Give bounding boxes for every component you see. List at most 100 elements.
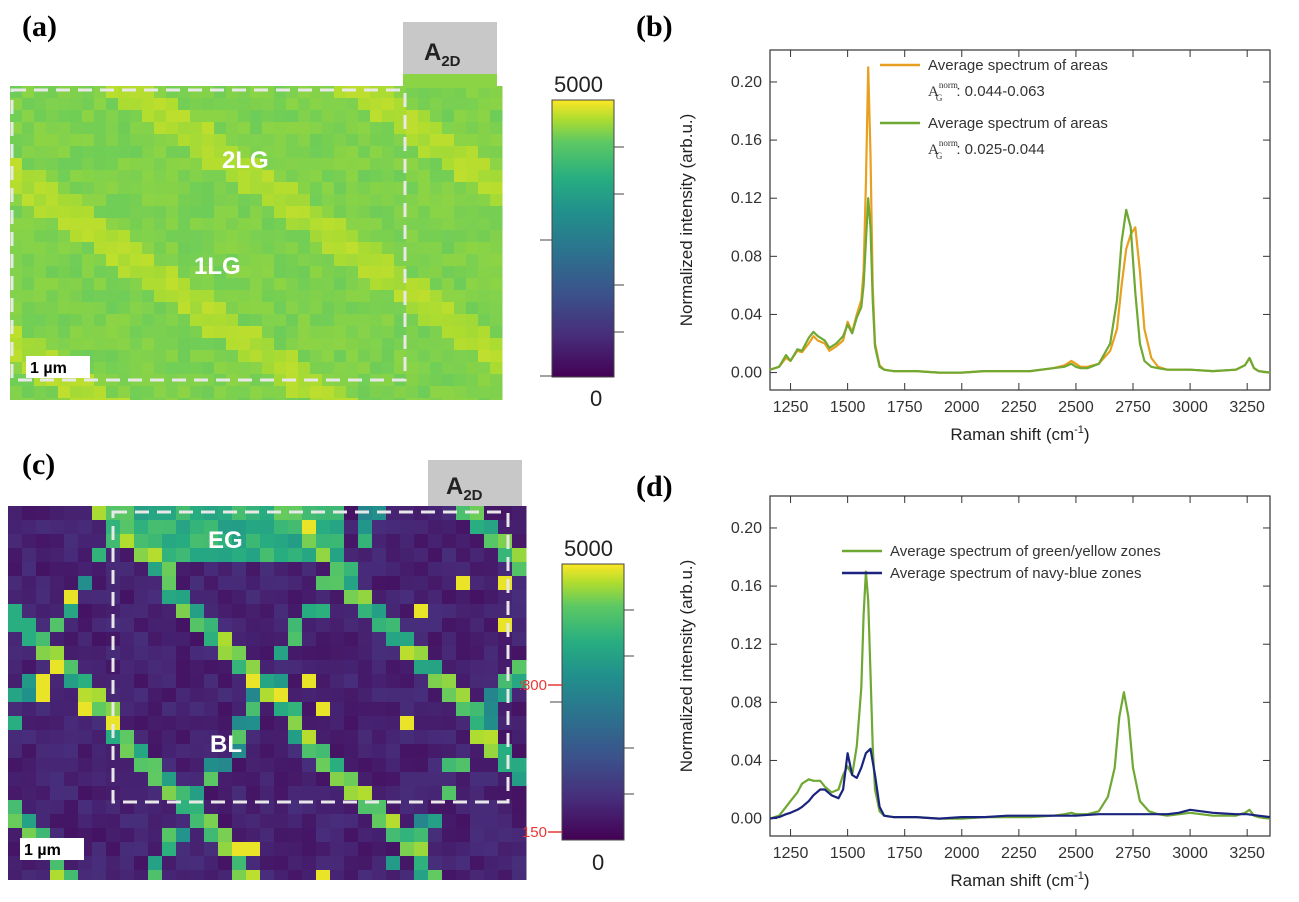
map-pixel <box>358 146 371 159</box>
map-pixel <box>148 856 163 871</box>
map-pixel <box>298 134 311 147</box>
map-pixel <box>344 814 359 829</box>
map-pixel <box>178 386 191 399</box>
map-pixel <box>22 194 35 207</box>
map-pixel <box>218 702 233 717</box>
map-pixel <box>406 134 419 147</box>
map-pixel <box>46 194 59 207</box>
map-pixel <box>418 314 431 327</box>
map-pixel <box>406 386 419 399</box>
map-pixel <box>202 206 215 219</box>
map-pixel <box>370 254 383 267</box>
map-pixel <box>178 314 191 327</box>
map-pixel <box>478 398 491 400</box>
map-pixel <box>82 110 95 123</box>
map-pixel <box>274 590 289 605</box>
map-pixel <box>316 758 331 773</box>
map-pixel <box>302 590 317 605</box>
map-pixel <box>226 230 239 243</box>
map-pixel <box>154 170 167 183</box>
map-pixel <box>190 362 203 375</box>
map-pixel <box>442 266 455 279</box>
map-pixel <box>106 110 119 123</box>
map-pixel <box>82 290 95 303</box>
map-pixel <box>22 758 37 773</box>
map-pixel <box>22 254 35 267</box>
map-pixel <box>58 98 71 111</box>
map-pixel <box>82 314 95 327</box>
map-pixel <box>406 110 419 123</box>
map-pixel <box>36 786 51 801</box>
map-pixel <box>50 786 65 801</box>
map-pixel <box>456 744 471 759</box>
map-pixel <box>92 800 107 815</box>
map-pixel <box>148 758 163 773</box>
map-pixel <box>310 134 323 147</box>
map-pixel <box>358 302 371 315</box>
map-pixel <box>418 338 431 351</box>
map-pixel <box>120 506 135 521</box>
map-pixel <box>36 576 51 591</box>
map-pixel <box>8 618 23 633</box>
map-pixel <box>70 278 83 291</box>
map-pixel <box>370 338 383 351</box>
map-pixel <box>470 730 485 745</box>
map-pixel <box>22 134 35 147</box>
map-pixel <box>310 182 323 195</box>
map-pixel <box>310 86 323 99</box>
map-pixel <box>394 278 407 291</box>
map-pixel <box>148 562 163 577</box>
map-pixel <box>250 398 263 400</box>
map-pixel <box>260 702 275 717</box>
map-pixel <box>414 842 429 857</box>
map-pixel <box>386 828 401 843</box>
map-pixel <box>166 170 179 183</box>
map-pixel <box>246 786 261 801</box>
map-pixel <box>386 744 401 759</box>
map-pixel <box>50 646 65 661</box>
map-pixel <box>288 828 303 843</box>
map-pixel <box>142 206 155 219</box>
map-pixel <box>334 98 347 111</box>
map-pixel <box>386 674 401 689</box>
map-pixel <box>178 242 191 255</box>
map-pixel <box>512 604 527 619</box>
map-pixel <box>414 646 429 661</box>
map-pixel <box>8 702 23 717</box>
map-pixel <box>498 828 513 843</box>
map-pixel <box>490 206 503 219</box>
map-pixel <box>456 730 471 745</box>
map-pixel <box>470 590 485 605</box>
map-pixel <box>232 520 247 535</box>
map-pixel <box>92 688 107 703</box>
map-pixel <box>478 134 491 147</box>
map-pixel <box>94 86 107 99</box>
map-pixel <box>310 206 323 219</box>
map-pixel <box>82 338 95 351</box>
map-pixel <box>64 702 79 717</box>
map-pixel <box>414 800 429 815</box>
map-pixel <box>46 266 59 279</box>
map-pixel <box>142 122 155 135</box>
map-pixel <box>386 506 401 521</box>
map-pixel <box>246 828 261 843</box>
map-pixel <box>58 386 71 399</box>
map-pixel <box>34 158 47 171</box>
map-pixel <box>130 242 143 255</box>
map-pixel <box>418 206 431 219</box>
map-pixel <box>490 182 503 195</box>
map-pixel <box>78 786 93 801</box>
map-pixel <box>204 688 219 703</box>
map-pixel <box>94 350 107 363</box>
map-pixel <box>372 632 387 647</box>
map-pixel <box>454 146 467 159</box>
map-pixel <box>334 326 347 339</box>
map-pixel <box>394 98 407 111</box>
map-pixel <box>142 302 155 315</box>
map-pixel <box>214 182 227 195</box>
map-pixel <box>204 828 219 843</box>
map-pixel <box>490 86 503 99</box>
map-pixel <box>442 182 455 195</box>
plot-d-ytick-label: 0.00 <box>731 811 762 828</box>
map-pixel <box>78 576 93 591</box>
